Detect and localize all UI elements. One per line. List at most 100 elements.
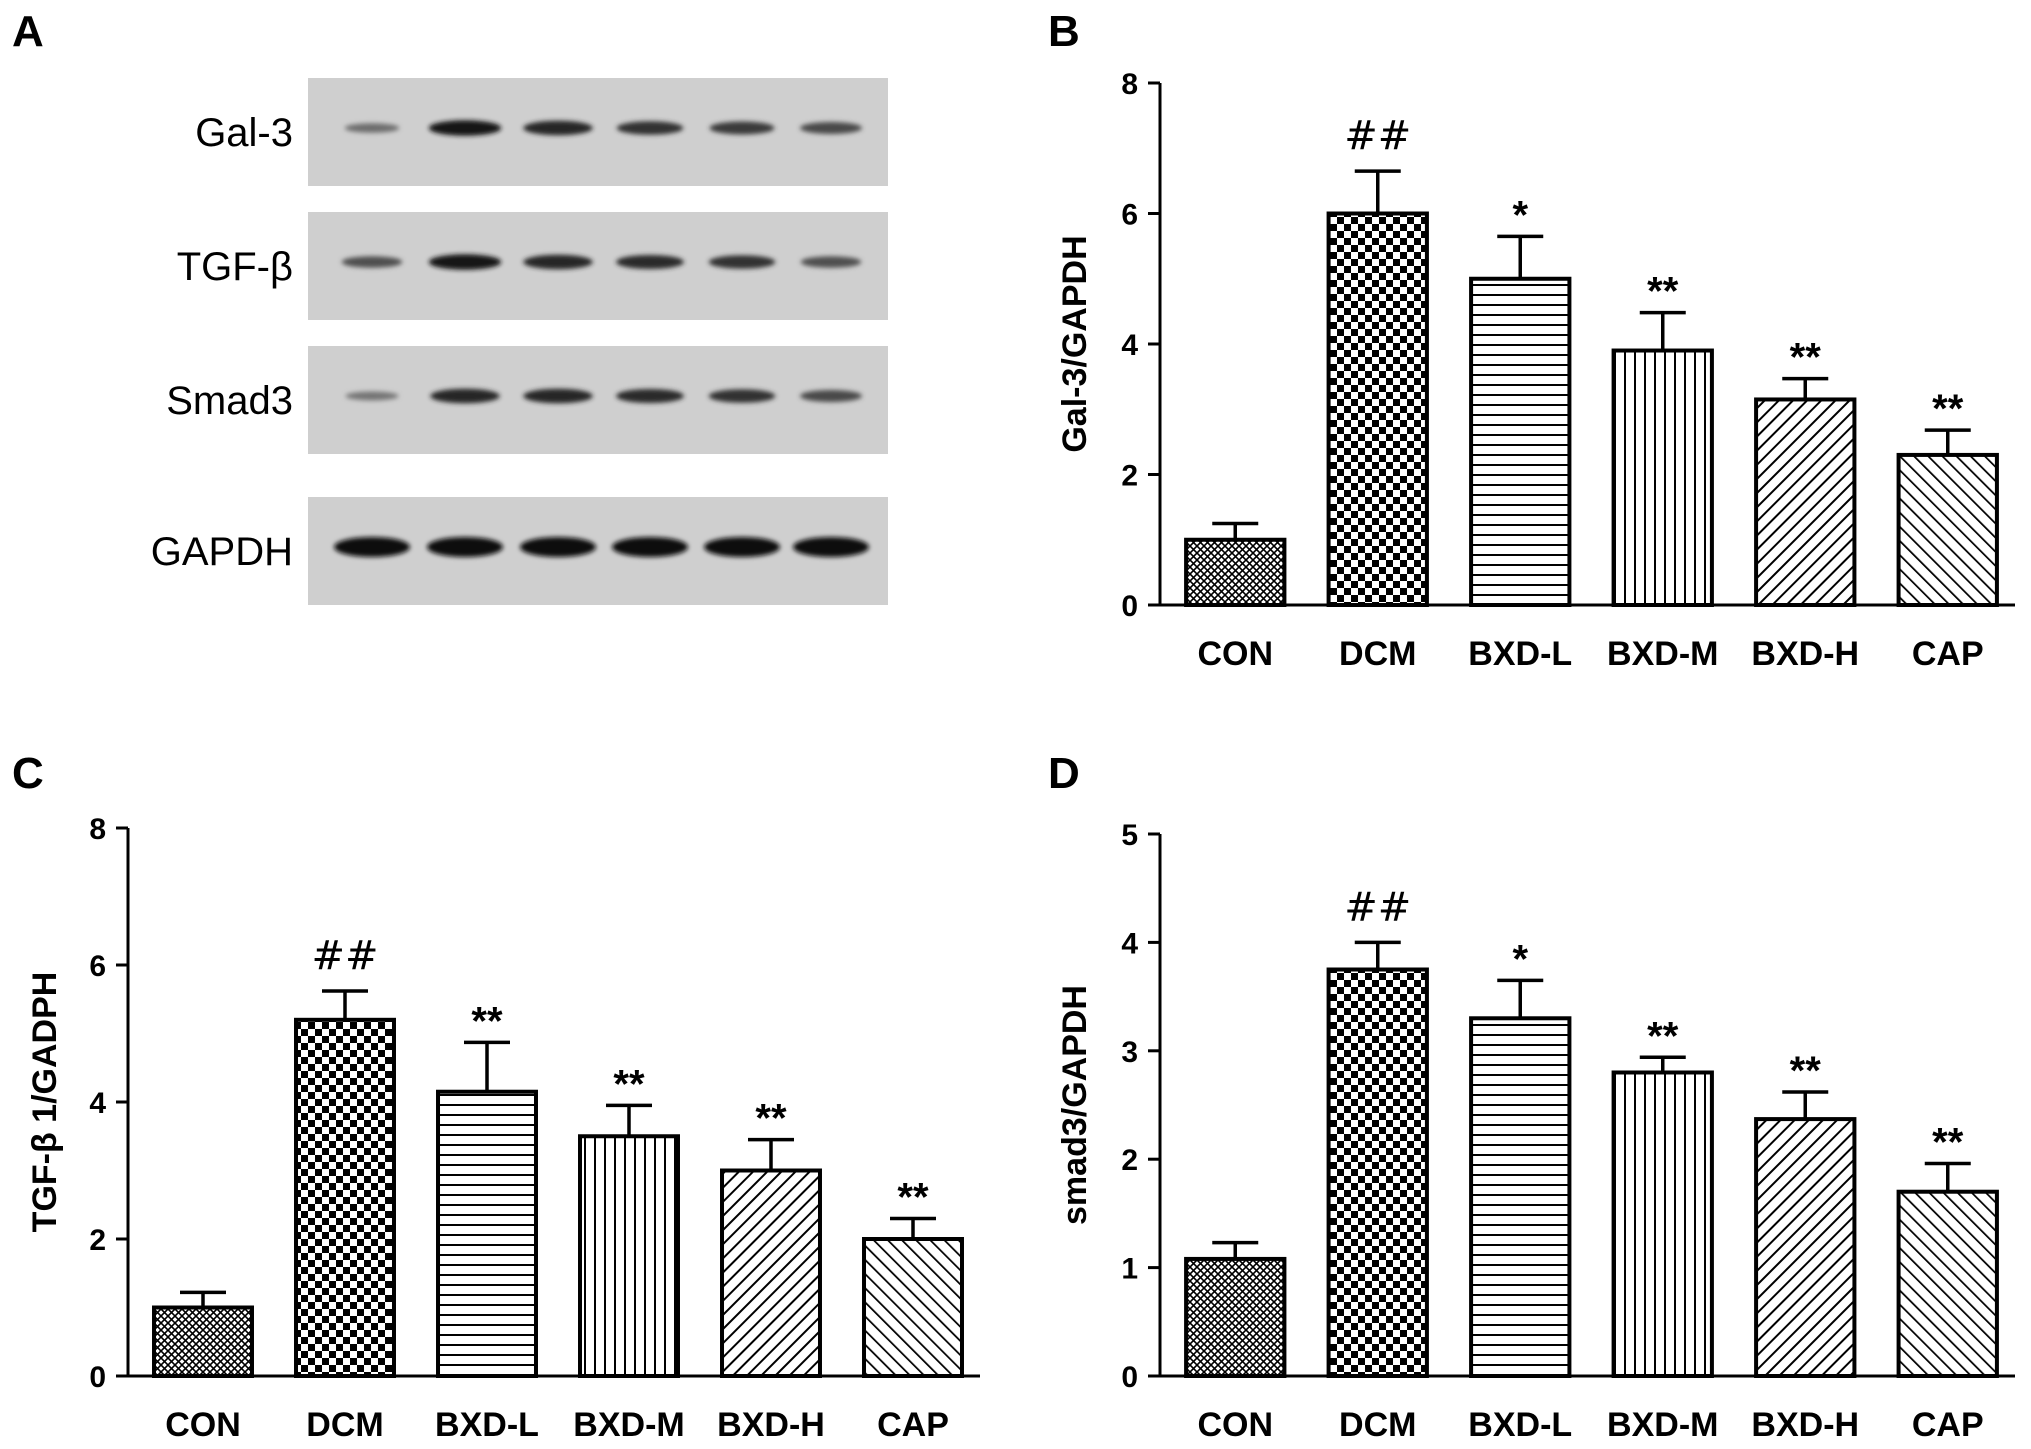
significance-mark: ** xyxy=(1790,1049,1822,1093)
blot-band xyxy=(334,537,410,557)
blot-band xyxy=(800,390,862,402)
blot-strip xyxy=(308,78,888,186)
blot-band xyxy=(616,121,684,135)
significance-mark: ## xyxy=(311,933,378,979)
bar-dcm xyxy=(1326,211,1429,607)
x-category-label: DCM xyxy=(1339,1406,1416,1444)
bar-bxd-l xyxy=(436,1089,538,1378)
significance-mark: ** xyxy=(755,1097,787,1141)
y-tick-label: 8 xyxy=(89,813,106,846)
western-blot-panel: A Gal-3 TGF-β Smad3 GAPDH xyxy=(12,7,888,605)
bar-dcm xyxy=(294,1017,396,1378)
y-tick-label: 4 xyxy=(89,1087,106,1120)
bar-cap xyxy=(1896,452,1999,607)
y-tick-label: 8 xyxy=(1121,68,1138,101)
panel-letter: C xyxy=(12,749,44,798)
blot-band xyxy=(427,537,503,557)
x-category-label: BXD-H xyxy=(717,1406,825,1444)
blot-band xyxy=(793,537,869,557)
blot-band xyxy=(709,121,775,135)
blot-band xyxy=(523,120,593,136)
x-category-label: DCM xyxy=(306,1406,383,1444)
blot-label: Smad3 xyxy=(166,379,293,423)
bar-cap xyxy=(862,1237,964,1378)
significance-mark: * xyxy=(1512,937,1528,981)
x-category-label: CAP xyxy=(877,1406,949,1444)
y-tick-label: 4 xyxy=(1121,329,1138,362)
bar-bxd-h xyxy=(720,1168,822,1378)
blot-band xyxy=(616,389,684,403)
bar-bxd-m xyxy=(1611,1070,1714,1378)
blot-band xyxy=(800,122,862,134)
y-tick-label: 6 xyxy=(1121,199,1138,232)
blot-band xyxy=(523,254,593,270)
bar-bxd-l xyxy=(1469,1016,1572,1379)
bar-con xyxy=(1184,537,1287,607)
blot-band xyxy=(428,120,502,136)
x-category-label: DCM xyxy=(1339,635,1416,673)
blot-band xyxy=(430,388,500,404)
bar-bxd-h xyxy=(1754,397,1857,607)
significance-mark: ** xyxy=(897,1175,929,1219)
significance-mark: ** xyxy=(471,999,503,1043)
blot-strip xyxy=(308,212,888,320)
bar-chart-tgfb1: C 0 2 4 6 8 TGF-β 1/GADPH CON DCM ## BXD-L ** BXD-M *… xyxy=(12,749,980,1444)
blot-band xyxy=(708,389,776,403)
significance-mark: ** xyxy=(1790,336,1822,380)
y-tick-label: 2 xyxy=(89,1224,106,1257)
blot-band xyxy=(341,256,403,268)
panel-letter: B xyxy=(1048,7,1080,56)
significance-mark: ** xyxy=(1647,270,1679,314)
panel-letter-a: A xyxy=(12,7,44,56)
blot-strip xyxy=(308,346,888,454)
x-category-label: BXD-H xyxy=(1751,635,1859,673)
blot-label: GAPDH xyxy=(151,530,293,574)
x-category-label: BXD-M xyxy=(1607,635,1718,673)
y-tick-label: 4 xyxy=(1121,927,1138,960)
x-category-label: CON xyxy=(165,1406,241,1444)
y-tick-label: 1 xyxy=(1121,1253,1138,1286)
x-category-label: CAP xyxy=(1912,1406,1984,1444)
x-category-label: BXD-L xyxy=(1468,1406,1572,1444)
significance-mark: ** xyxy=(1932,387,1964,431)
x-category-label: CON xyxy=(1197,635,1273,673)
x-category-label: CON xyxy=(1197,1406,1273,1444)
bar-bxd-m xyxy=(578,1134,680,1378)
blot-band xyxy=(344,123,400,133)
y-tick-label: 0 xyxy=(89,1361,106,1394)
blot-band xyxy=(523,388,593,404)
x-category-label: CAP xyxy=(1912,635,1984,673)
x-category-label: BXD-M xyxy=(1607,1406,1718,1444)
significance-mark: * xyxy=(1512,193,1528,237)
bar-bxd-m xyxy=(1611,348,1714,607)
bar-chart-gal3: B 0 2 4 6 8 Gal-3/GAPDH CON DCM ## BXD-L * BXD-M ** BX… xyxy=(1048,7,2015,673)
significance-mark: ** xyxy=(613,1062,645,1106)
y-tick-label: 3 xyxy=(1121,1036,1138,1069)
bar-chart-smad3: D 0 1 2 3 4 5 smad3/GAPDH CON DCM ## BXD-L * BXD-M ** B… xyxy=(1048,749,2015,1444)
y-tick-label: 0 xyxy=(1121,1361,1138,1394)
x-category-label: BXD-L xyxy=(435,1406,539,1444)
y-tick-label: 2 xyxy=(1121,1144,1138,1177)
significance-mark: ## xyxy=(1344,113,1411,159)
blot-band xyxy=(800,256,862,268)
blot-band xyxy=(704,537,780,557)
blot-band xyxy=(708,255,776,269)
significance-mark: ## xyxy=(1344,884,1411,930)
y-tick-label: 5 xyxy=(1121,819,1138,852)
bar-dcm xyxy=(1326,967,1429,1378)
significance-mark: ** xyxy=(1932,1121,1964,1165)
blot-label: TGF-β xyxy=(177,245,293,289)
y-axis-title: smad3/GAPDH xyxy=(1056,985,1094,1225)
blot-band xyxy=(428,254,502,270)
bar-cap xyxy=(1896,1189,1999,1378)
x-category-label: BXD-M xyxy=(573,1406,684,1444)
blot-band xyxy=(612,537,688,557)
bar-con xyxy=(1184,1256,1287,1378)
blot-band xyxy=(345,391,399,401)
bar-bxd-l xyxy=(1469,276,1572,607)
blot-band xyxy=(616,255,684,269)
panel-letter: D xyxy=(1048,749,1080,798)
y-axis-title: Gal-3/GAPDH xyxy=(1056,235,1094,452)
x-category-label: BXD-H xyxy=(1751,1406,1859,1444)
bar-con xyxy=(152,1305,254,1378)
